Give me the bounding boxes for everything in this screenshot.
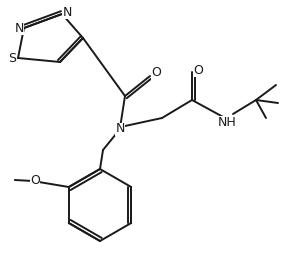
- Text: N: N: [115, 123, 125, 135]
- Text: N: N: [62, 6, 72, 19]
- Text: N: N: [14, 21, 24, 35]
- Text: O: O: [151, 67, 161, 79]
- Text: O: O: [193, 63, 203, 77]
- Text: O: O: [30, 174, 40, 188]
- Text: NH: NH: [218, 116, 236, 128]
- Text: S: S: [8, 52, 16, 66]
